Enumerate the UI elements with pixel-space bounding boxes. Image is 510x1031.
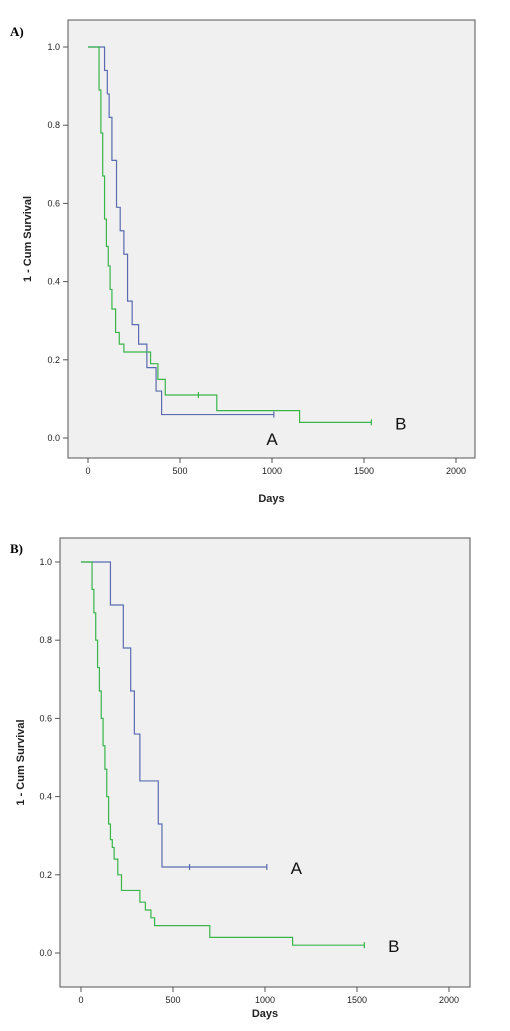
series-b-label: B — [395, 414, 406, 433]
series-a-line — [81, 561, 267, 868]
panel-label: B) — [10, 541, 23, 556]
x-tick-label: 500 — [172, 466, 187, 476]
series-b-line — [88, 46, 372, 423]
plot-area — [67, 19, 476, 459]
y-tick-label: 0.2 — [39, 870, 52, 880]
y-tick-label: 0.6 — [39, 713, 52, 723]
y-tick-label: 0.4 — [39, 792, 52, 802]
x-tick-label: 0 — [78, 995, 83, 1005]
x-tick-label: 1000 — [262, 466, 282, 476]
y-tick-label: 1.0 — [47, 42, 60, 52]
x-tick-label: 2000 — [439, 995, 459, 1005]
y-tick-label: 0.0 — [47, 433, 60, 443]
series-b-line — [81, 561, 365, 946]
x-tick-label: 0 — [85, 466, 90, 476]
y-tick-label: 0.6 — [47, 198, 60, 208]
x-tick-label: 2000 — [446, 466, 466, 476]
series-b-label: B — [388, 937, 399, 956]
y-tick-label: 0.8 — [39, 635, 52, 645]
x-tick-label: 500 — [165, 995, 180, 1005]
y-tick-label: 0.4 — [47, 277, 60, 287]
y-axis-title: 1 - Cum Survival — [15, 719, 27, 805]
y-tick-label: 0.2 — [47, 355, 60, 365]
x-tick-label: 1500 — [354, 466, 374, 476]
y-tick-label: 0.0 — [39, 948, 52, 958]
series-a-label: A — [291, 859, 303, 878]
x-axis-title: Days — [258, 493, 284, 505]
series-a-line — [88, 46, 274, 416]
plot-area — [59, 537, 471, 988]
x-axis-title: Days — [252, 1008, 278, 1020]
y-axis-title: 1 - Cum Survival — [22, 196, 34, 282]
series-a-label: A — [266, 430, 278, 449]
panel-label: A) — [10, 24, 24, 39]
x-tick-label: 1000 — [255, 995, 275, 1005]
chart-panel-1: A) 0 500 1000 1500 2000 0.0 0.2 0.4 0.6 0.8 1.0 Days… — [10, 19, 476, 505]
y-tick-label: 1.0 — [39, 557, 52, 567]
y-tick-label: 0.8 — [47, 120, 60, 130]
chart-panel-2: B) 0 500 1000 1500 2000 0.0 0.2 0.4 0.6 0.8 1.0 Days… — [10, 537, 471, 1020]
x-tick-label: 1500 — [347, 995, 367, 1005]
